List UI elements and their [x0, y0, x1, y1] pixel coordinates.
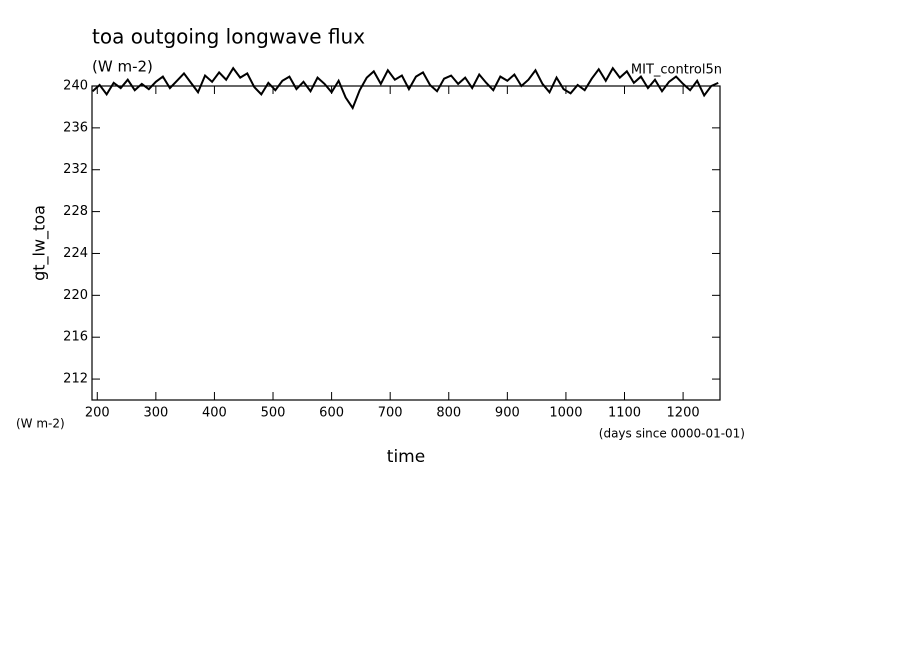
y-tick-label: 220: [63, 288, 88, 303]
x-tick-label: 900: [495, 406, 520, 421]
x-tick-label: 500: [261, 406, 286, 421]
x-tick-label: 800: [436, 406, 461, 421]
data-line: [91, 66, 719, 111]
x-tick-label: 1000: [549, 406, 582, 421]
y-axis-label: gt_lw_toa: [30, 205, 50, 281]
y-tick-label: 236: [63, 120, 88, 135]
x-axis-label: time: [387, 447, 425, 467]
x-units: (days since 0000-01-01): [599, 427, 745, 441]
y-tick-label: 232: [63, 162, 88, 177]
chart-subtitle: (W m-2): [92, 58, 153, 76]
x-tick-label: 1100: [608, 406, 641, 421]
y-tick-label: 216: [63, 330, 88, 345]
chart-title: toa outgoing longwave flux: [92, 25, 365, 49]
x-tick-label: 600: [319, 406, 344, 421]
x-tick-label: 200: [85, 406, 110, 421]
x-tick-label: 700: [378, 406, 403, 421]
y-tick-label: 212: [63, 372, 88, 387]
x-tick-label: 1200: [667, 406, 700, 421]
y-tick-label: 228: [63, 204, 88, 219]
y-units: (W m-2): [16, 417, 65, 431]
x-tick-label: 300: [143, 406, 168, 421]
y-tick-label: 224: [63, 246, 88, 261]
plot-frame: [91, 85, 721, 401]
annotation: MIT_control5n: [631, 63, 722, 78]
x-tick-label: 400: [202, 406, 227, 421]
y-tick-label: 240: [63, 79, 88, 94]
